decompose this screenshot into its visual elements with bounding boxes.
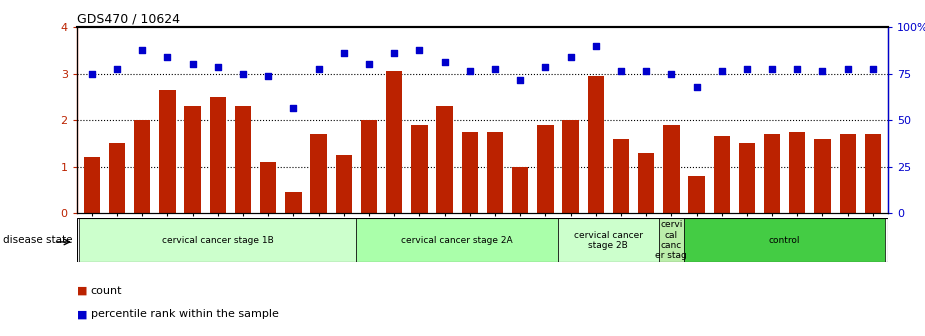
Point xyxy=(866,66,881,72)
Text: GDS470 / 10624: GDS470 / 10624 xyxy=(77,13,179,26)
Point xyxy=(815,69,830,74)
Point xyxy=(286,106,301,111)
Bar xyxy=(865,134,882,213)
Point xyxy=(211,64,226,69)
Bar xyxy=(587,76,604,213)
Point xyxy=(387,50,401,55)
Bar xyxy=(285,193,302,213)
Bar xyxy=(134,120,151,213)
Bar xyxy=(235,106,252,213)
Text: count: count xyxy=(91,286,122,296)
Point xyxy=(185,61,200,67)
Bar xyxy=(789,132,806,213)
Point xyxy=(538,64,553,69)
Point xyxy=(160,54,175,60)
Text: ■: ■ xyxy=(77,309,87,319)
Bar xyxy=(361,120,377,213)
Bar xyxy=(638,153,654,213)
Text: cervical cancer
stage 2B: cervical cancer stage 2B xyxy=(574,230,643,250)
Bar xyxy=(412,125,427,213)
Text: cervi
cal
canc
er stag: cervi cal canc er stag xyxy=(656,220,687,260)
Bar xyxy=(83,157,100,213)
Bar xyxy=(311,134,327,213)
Point xyxy=(362,61,376,67)
Point xyxy=(689,85,704,90)
Bar xyxy=(562,120,579,213)
Point xyxy=(613,69,628,74)
Bar xyxy=(537,125,553,213)
Point xyxy=(412,47,426,53)
Text: control: control xyxy=(769,236,800,245)
Point xyxy=(261,73,276,79)
Point xyxy=(337,50,352,55)
Bar xyxy=(688,176,705,213)
Point xyxy=(563,54,578,60)
Point xyxy=(135,47,150,53)
Bar xyxy=(437,106,452,213)
Bar xyxy=(462,132,478,213)
Bar xyxy=(840,134,856,213)
Bar xyxy=(487,132,503,213)
Point xyxy=(110,66,125,72)
Point xyxy=(765,66,780,72)
Bar xyxy=(764,134,781,213)
Point xyxy=(739,66,754,72)
FancyBboxPatch shape xyxy=(684,218,885,262)
Bar xyxy=(260,162,277,213)
Point xyxy=(664,71,679,76)
Point xyxy=(790,66,805,72)
Bar xyxy=(109,143,125,213)
Bar xyxy=(512,167,528,213)
Bar xyxy=(713,136,730,213)
FancyBboxPatch shape xyxy=(659,218,684,262)
Point xyxy=(311,66,326,72)
Text: percentile rank within the sample: percentile rank within the sample xyxy=(91,309,278,319)
FancyBboxPatch shape xyxy=(356,218,558,262)
Point xyxy=(487,66,502,72)
Bar xyxy=(159,90,176,213)
FancyBboxPatch shape xyxy=(558,218,659,262)
Text: cervical cancer stage 2A: cervical cancer stage 2A xyxy=(401,236,513,245)
Point xyxy=(714,69,729,74)
Bar xyxy=(739,143,755,213)
Point xyxy=(840,66,855,72)
Bar xyxy=(386,71,402,213)
Point xyxy=(236,71,251,76)
Point xyxy=(84,71,99,76)
Text: ■: ■ xyxy=(77,286,87,296)
Point xyxy=(588,43,603,48)
Bar xyxy=(210,97,226,213)
Point xyxy=(639,69,654,74)
Bar xyxy=(184,106,201,213)
Text: disease state: disease state xyxy=(3,235,72,245)
Bar xyxy=(612,139,629,213)
FancyBboxPatch shape xyxy=(80,218,356,262)
Point xyxy=(512,78,527,83)
Text: cervical cancer stage 1B: cervical cancer stage 1B xyxy=(162,236,274,245)
Bar xyxy=(336,155,352,213)
Point xyxy=(438,59,452,65)
Bar xyxy=(663,125,680,213)
Point xyxy=(462,69,477,74)
Bar xyxy=(814,139,831,213)
